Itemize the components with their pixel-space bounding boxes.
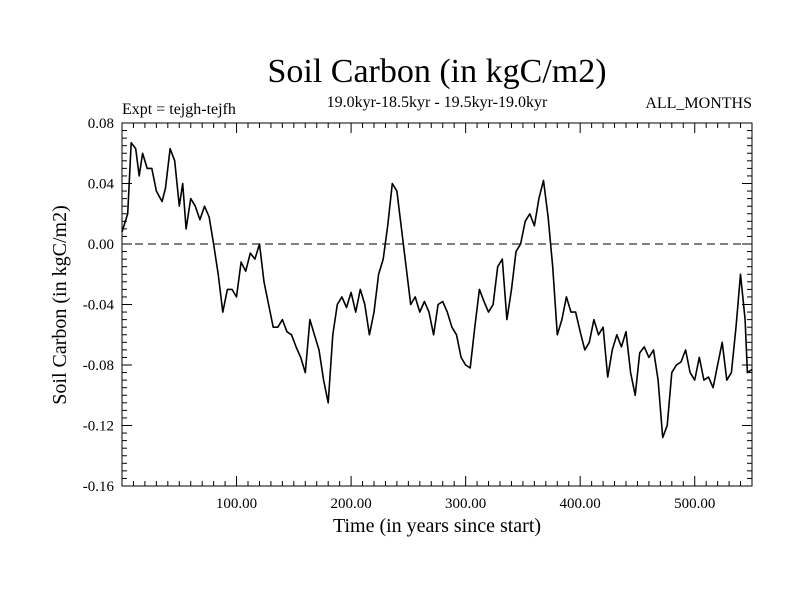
x-tick-label: 300.00 xyxy=(445,496,486,512)
series-line xyxy=(121,141,753,439)
y-tick-label: 0.00 xyxy=(88,237,114,253)
chart-subtitle: 19.0kyr-18.5kyr - 19.5kyr-19.0kyr xyxy=(327,94,548,111)
y-tick-label: -0.08 xyxy=(83,358,114,374)
plot-area: 100.00 200.00 300.00 400.00 500.00 0.08 0.04 0… xyxy=(83,116,753,512)
expt-label: Expt = tejgh-tejfh xyxy=(122,101,236,118)
y-axis-label: Soil Carbon (in kgC/m2) xyxy=(49,205,71,404)
y-tick-label: 0.04 xyxy=(88,177,115,193)
y-tick-label: -0.04 xyxy=(83,298,115,314)
x-axis-label: Time (in years since start) xyxy=(333,515,541,537)
x-tick-label: 500.00 xyxy=(674,496,715,512)
plot-frame xyxy=(121,122,753,487)
y-tick-label: 0.08 xyxy=(88,116,114,132)
x-tick-label: 200.00 xyxy=(330,496,371,512)
x-tick-label: 400.00 xyxy=(560,496,601,512)
y-tick-label: -0.12 xyxy=(83,419,114,435)
chart-title: Soil Carbon (in kgC/m2) xyxy=(267,53,606,90)
months-label: ALL_MONTHS xyxy=(645,95,752,112)
series-group xyxy=(121,141,753,439)
x-ticks: 100.00 200.00 300.00 400.00 500.00 xyxy=(132,123,742,512)
y-tick-label: -0.16 xyxy=(83,479,115,495)
x-tick-label: 100.00 xyxy=(216,496,257,512)
